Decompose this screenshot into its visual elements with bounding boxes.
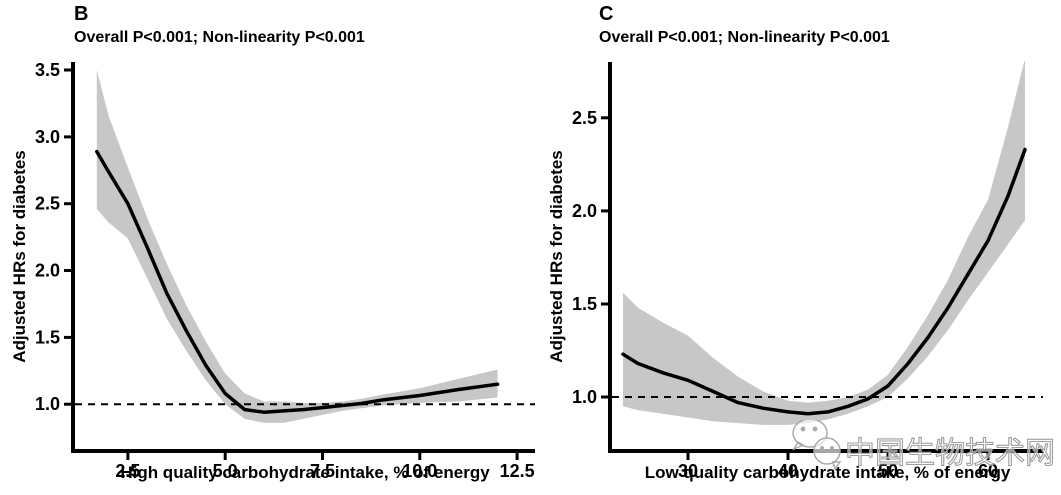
panel-c-y-axis-title: Adjusted HRs for diabetes: [547, 150, 566, 363]
y-tick-label: 3.0: [35, 127, 60, 147]
y-tick-label: 3.5: [35, 60, 60, 80]
panel-B: 2.5 5.0 7.5 10.0 12.5 1.0 1.5 2.0 2.5 3.0 3.5: [35, 60, 535, 481]
x-tick-label: 50: [878, 461, 898, 481]
y-tick-label: 2.0: [35, 261, 60, 281]
y-tick-label: 1.0: [35, 394, 60, 414]
panel-b-letter: B: [74, 3, 89, 25]
panel-b-x-axis-title: High quality carbohydrate intake, % of e…: [120, 463, 490, 482]
x-tick-label: 40: [778, 461, 798, 481]
y-tick-label: 1.5: [572, 294, 597, 314]
x-tick-label: 12.5: [500, 461, 535, 481]
x-tick-label: 5.0: [213, 461, 238, 481]
hr-curve: [95, 149, 500, 414]
y-tick-label: 2.5: [35, 194, 60, 214]
x-tick-label: 10.0: [402, 461, 437, 481]
ci-band: [623, 61, 1025, 425]
panel-c-subtitle: Overall P<0.001; Non-linearity P<0.001: [599, 29, 890, 46]
y-tick-label: 1.5: [35, 327, 60, 347]
x-tick-label: 2.5: [115, 461, 140, 481]
panel-c-letter: C: [599, 3, 614, 25]
y-tick-label: 2.0: [572, 201, 597, 221]
x-tick-label: 60: [978, 461, 998, 481]
panel-c-x-axis-title: Low quality carbohydrate intake, % of en…: [644, 463, 1011, 482]
panel-b-y-axis-title: Adjusted HRs for diabetes: [10, 150, 29, 363]
ci-band: [96, 70, 498, 423]
y-tick-label: 1.0: [572, 387, 597, 407]
x-tick-label: 30: [678, 461, 698, 481]
panel-b-subtitle: Overall P<0.001; Non-linearity P<0.001: [74, 29, 365, 46]
hr-curve: [621, 147, 1027, 416]
y-tick-label: 2.5: [572, 108, 597, 128]
x-tick-label: 7.5: [310, 461, 335, 481]
panel-C: 30 40 50 60 1.0 1.5 2.0 2.5: [572, 61, 1043, 481]
